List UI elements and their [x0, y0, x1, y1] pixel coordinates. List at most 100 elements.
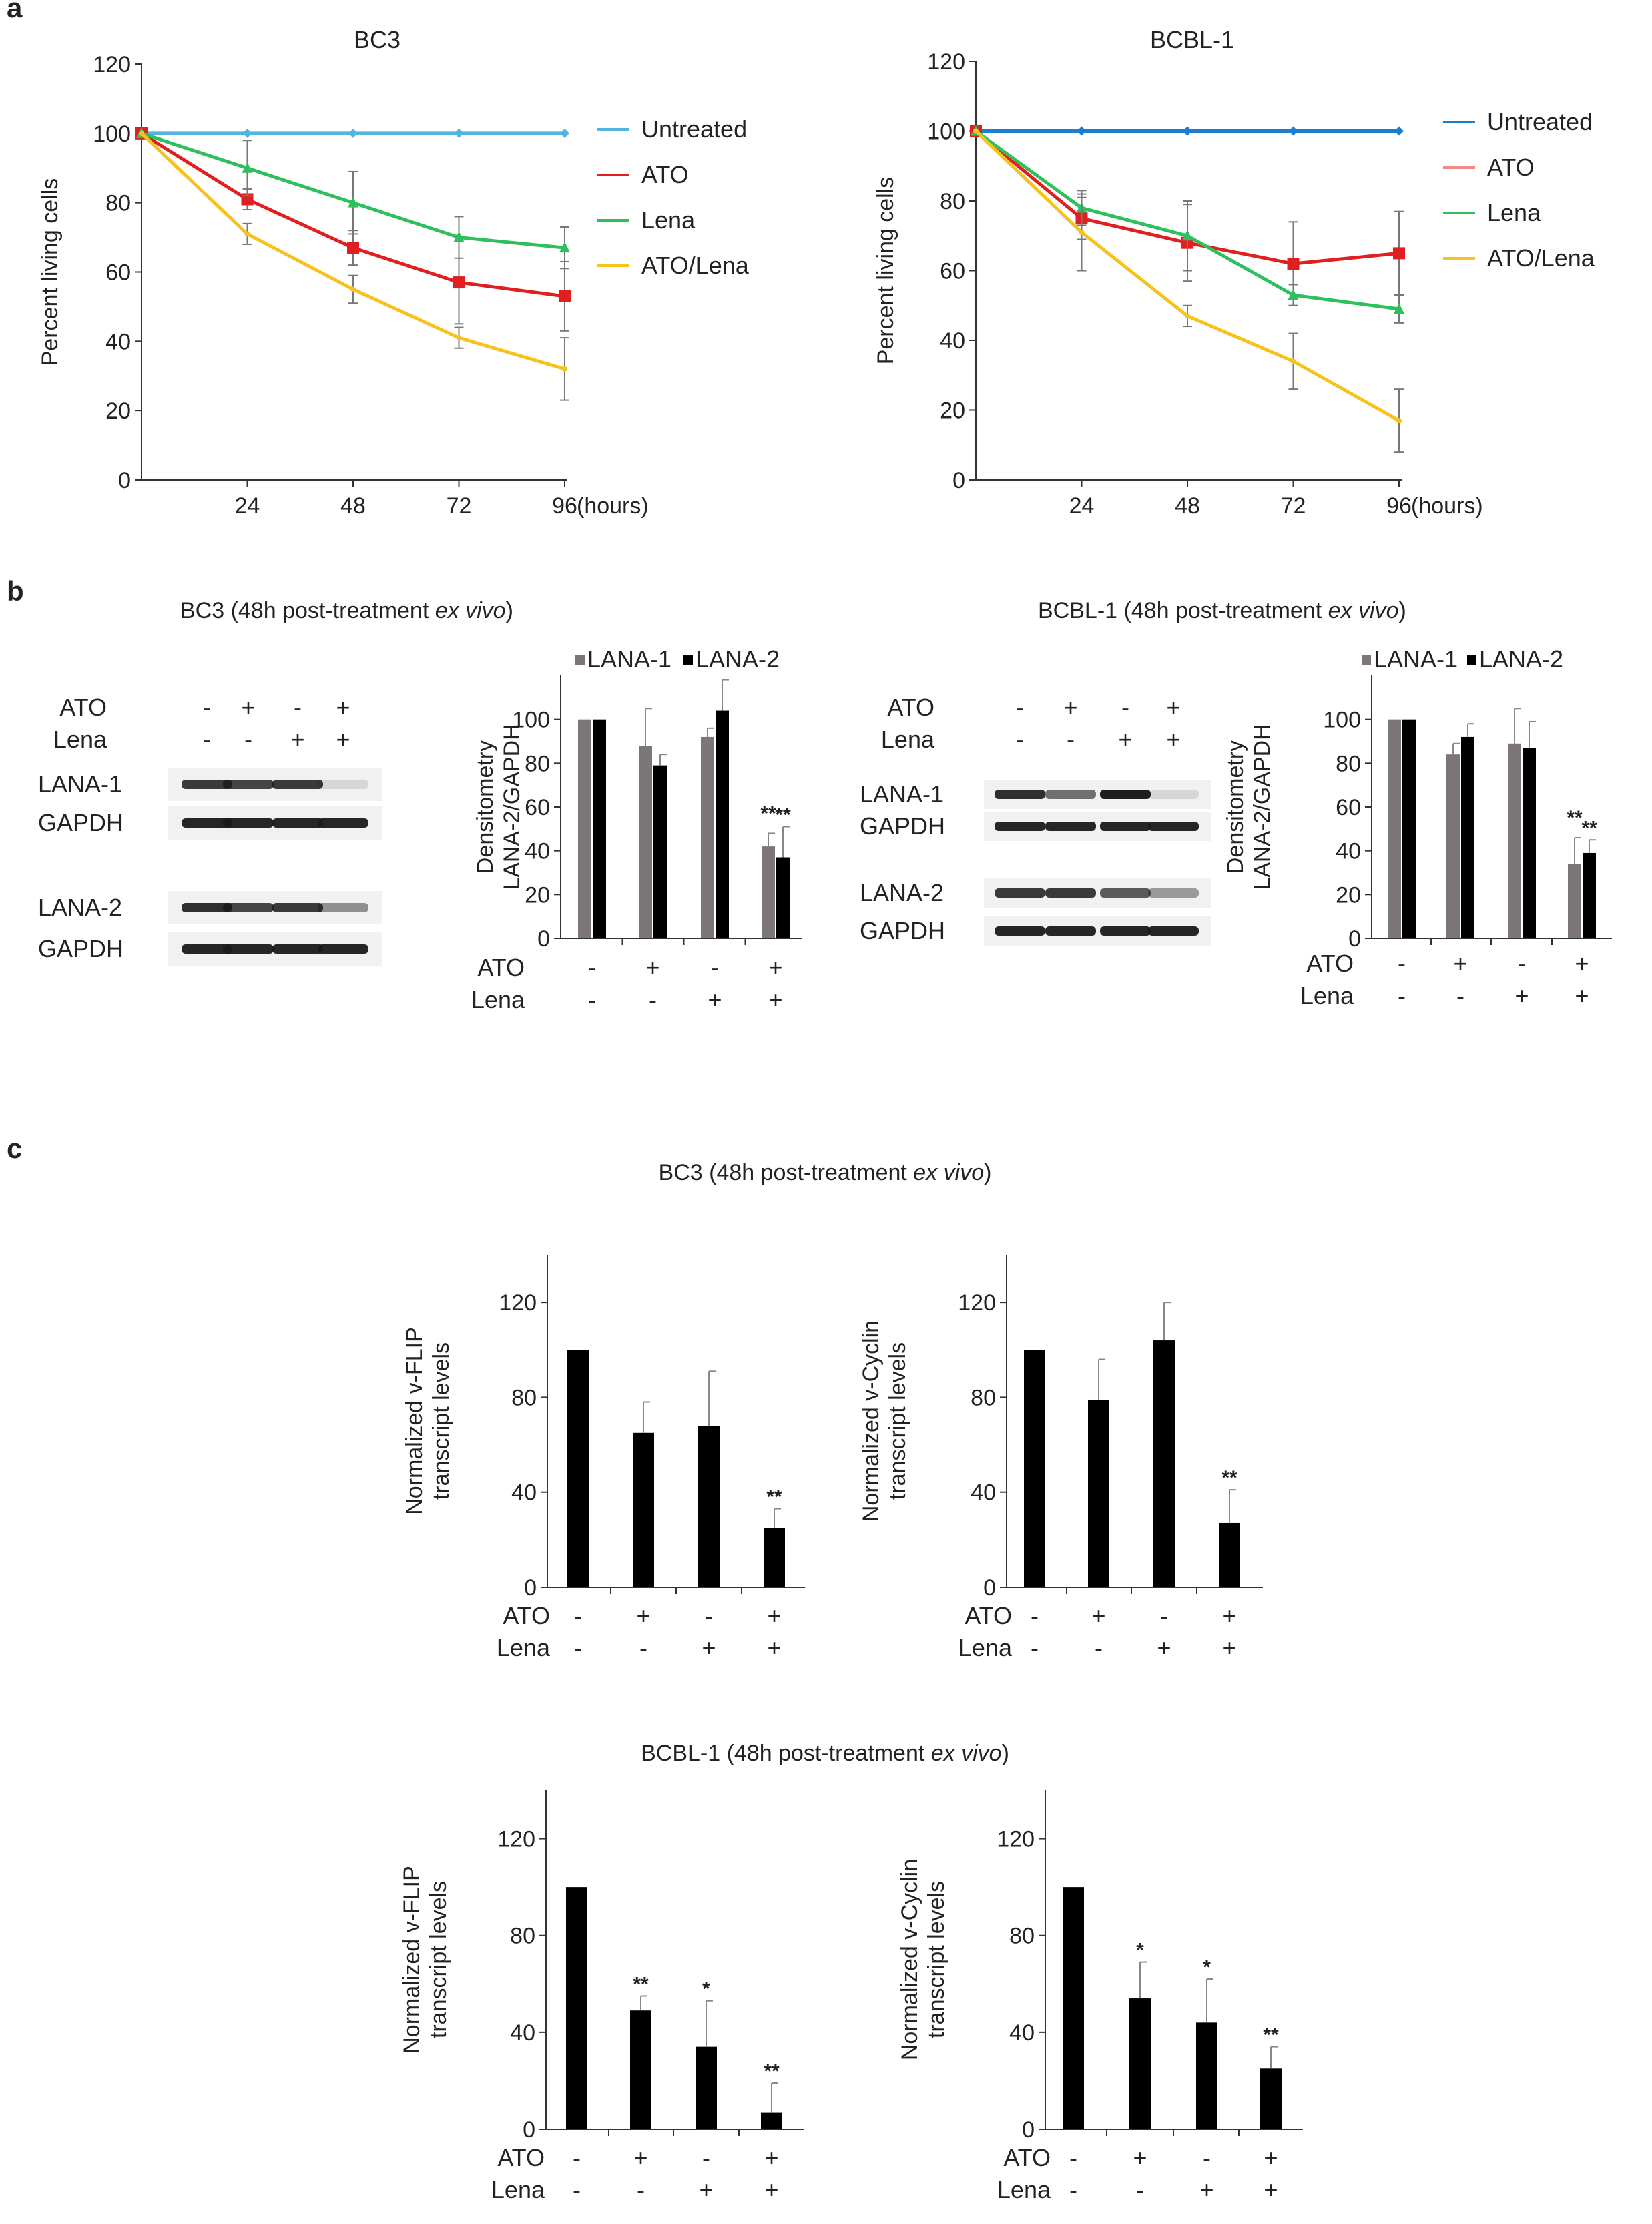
- y-tick-label: 0: [118, 468, 131, 493]
- data-point: [242, 162, 253, 173]
- bar: [762, 846, 775, 938]
- x-sign-label: +: [645, 954, 659, 981]
- blot-band: [182, 818, 232, 828]
- blot-band: [1045, 822, 1096, 831]
- blot-band: [1045, 888, 1096, 898]
- data-point: [562, 366, 567, 372]
- y-axis-label-line2: transcript levels: [924, 1881, 949, 2038]
- blot-band: [1148, 926, 1199, 936]
- series-lana-2: **: [593, 679, 791, 938]
- chart-a1: BC3 0 20 40 60 80 100 120 24 48 72 96 (hours) Percent…: [37, 26, 750, 519]
- x-sign-label: +: [636, 1602, 650, 1629]
- blot-band: [1045, 790, 1096, 799]
- bar: [1088, 1399, 1109, 1587]
- x-sign-label: -: [702, 2144, 710, 2171]
- x-sign-label: +: [767, 1602, 781, 1629]
- x-row-label: ATO: [965, 1602, 1012, 1629]
- data-point: [242, 128, 252, 138]
- x-sign-label: -: [1095, 1634, 1103, 1661]
- bar: [1024, 1350, 1045, 1587]
- x-sign-label: -: [637, 2176, 645, 2203]
- data-point: [1288, 289, 1299, 300]
- chart-title: BC3: [354, 26, 400, 53]
- y-tick-label: 120: [497, 1827, 535, 1852]
- blot-title-bcbl1-close: ): [1398, 598, 1406, 623]
- data-point: [1077, 126, 1087, 136]
- bar: [1063, 1887, 1084, 2129]
- y-tick-label: 60: [940, 259, 965, 284]
- data-point: [244, 231, 250, 237]
- series-v-cyclin: **: [1024, 1302, 1240, 1587]
- y-tick-label: 120: [958, 1290, 996, 1316]
- x-sign-label: -: [1160, 1602, 1168, 1629]
- blot-sign: -: [1067, 726, 1075, 753]
- blot-band: [182, 903, 232, 912]
- legend-label: LANA-2: [696, 645, 780, 673]
- x-sign-label: +: [1091, 1602, 1105, 1629]
- legend-label: LANA-1: [1374, 645, 1458, 673]
- x-sign-label: +: [699, 2176, 713, 2203]
- legend-label: ATO/Lena: [1487, 244, 1595, 272]
- blot-band-label: LANA-2: [38, 894, 122, 921]
- bar: [1129, 1998, 1151, 2129]
- significance-star: *: [702, 1978, 710, 2000]
- bar: [567, 1350, 589, 1587]
- x-row-label: ATO: [1306, 950, 1354, 977]
- blot-band: [223, 818, 274, 828]
- panel-label-c: c: [7, 1133, 22, 1164]
- bar: [761, 2112, 782, 2129]
- x-row-label: Lena: [471, 986, 525, 1013]
- blot-sign: -: [203, 726, 211, 753]
- x-sign-label: -: [1031, 1602, 1039, 1629]
- x-sign-label: +: [1157, 1634, 1171, 1661]
- blot-sign: +: [1118, 726, 1132, 753]
- data-point: [1182, 230, 1193, 241]
- x-row-label: ATO: [477, 954, 525, 981]
- blot-band: [995, 926, 1045, 936]
- blot-title-bc3-italic: ex vivo: [435, 598, 506, 623]
- bar: [633, 1432, 654, 1587]
- x-sign-label: -: [1398, 950, 1406, 977]
- y-tick-label: 80: [1009, 1924, 1035, 1949]
- blot-band: [272, 944, 323, 954]
- significance-star: **: [760, 802, 776, 824]
- x-tick-label: 96: [552, 493, 577, 519]
- series-v-cyclin: ****: [1063, 1887, 1282, 2129]
- panel-label-a: a: [7, 0, 23, 23]
- y-tick-label: 100: [512, 708, 550, 733]
- blot-band-label: LANA-1: [860, 780, 944, 808]
- bar: [1196, 2022, 1217, 2129]
- bar: [1508, 743, 1521, 938]
- bar: [716, 710, 729, 938]
- x-row-label: Lena: [491, 2176, 545, 2203]
- series-v-flip: ** ***: [566, 1887, 782, 2129]
- blot-band: [1100, 790, 1151, 799]
- blot-title-bc3: BC3 (48h post-treatment ex vivo): [180, 598, 513, 623]
- x-tick-label: 48: [340, 493, 366, 519]
- y-tick-label: 40: [510, 2020, 535, 2046]
- y-tick-label: 60: [1336, 795, 1361, 820]
- blot-band: [1100, 926, 1151, 936]
- blot-band: [995, 822, 1045, 831]
- section-c-title-bc3-close: ): [984, 1160, 991, 1185]
- x-sign-label: +: [1199, 2176, 1213, 2203]
- section-c-title-bcbl1-plain: BCBL-1 (48h post-treatment: [641, 1741, 931, 1766]
- x-sign-label: +: [1264, 2176, 1278, 2203]
- blot-band-label: GAPDH: [860, 812, 945, 840]
- bar: [696, 2046, 717, 2129]
- y-tick-label: 40: [940, 328, 965, 354]
- x-sign-label: -: [1518, 950, 1526, 977]
- x-sign-label: -: [649, 986, 657, 1013]
- y-tick-label: 40: [105, 329, 131, 354]
- y-tick-label: 40: [971, 1480, 996, 1506]
- blot-band: [1100, 822, 1151, 831]
- y-tick-label: 80: [971, 1385, 996, 1410]
- data-point: [1394, 126, 1404, 136]
- data-point: [139, 130, 144, 136]
- y-axis-label: Normalized v-Cyclin: [897, 1859, 922, 2060]
- bar: [1461, 736, 1474, 938]
- y-tick-label: 20: [105, 398, 131, 424]
- x-tick-label: 24: [235, 493, 260, 519]
- bar: [578, 719, 591, 938]
